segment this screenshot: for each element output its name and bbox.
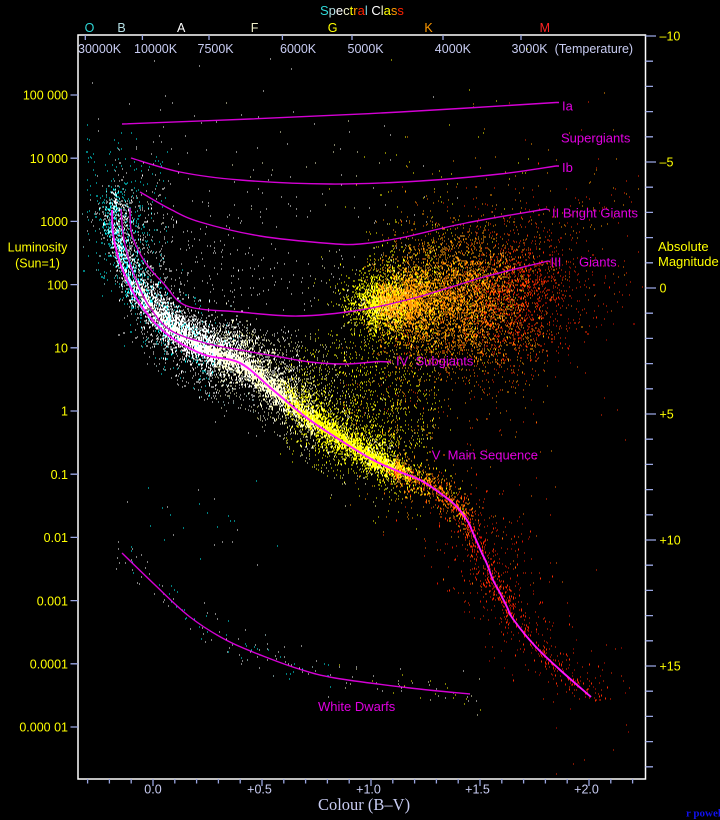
svg-text:III: III <box>551 255 562 270</box>
svg-text:+10: +10 <box>660 534 681 548</box>
svg-text:10: 10 <box>54 342 68 356</box>
svg-text:Spectral Class: Spectral Class <box>320 3 404 18</box>
svg-text:5000K: 5000K <box>348 42 385 56</box>
svg-text:–5: –5 <box>660 156 674 170</box>
svg-text:0.01: 0.01 <box>44 531 68 545</box>
svg-text:6000K: 6000K <box>280 42 317 56</box>
svg-text:Luminosity: Luminosity <box>8 241 68 255</box>
svg-text:Supergiants: Supergiants <box>561 131 631 146</box>
svg-text:10 000: 10 000 <box>30 152 68 166</box>
svg-text:Magnitude: Magnitude <box>658 254 719 269</box>
svg-text:G: G <box>328 21 338 35</box>
svg-text:r powell: r powell <box>686 808 720 820</box>
svg-text:B: B <box>117 21 125 35</box>
svg-text:+15: +15 <box>660 660 681 674</box>
svg-text:1: 1 <box>61 405 68 419</box>
svg-text:0.001: 0.001 <box>37 594 68 608</box>
svg-text:V Main Sequence: V Main Sequence <box>432 448 538 463</box>
svg-text:+1.5: +1.5 <box>465 783 490 797</box>
svg-text:+2.0: +2.0 <box>574 783 599 797</box>
svg-text:Giants: Giants <box>579 255 617 270</box>
svg-text:100 000: 100 000 <box>23 89 68 103</box>
svg-text:3000K: 3000K <box>512 42 549 56</box>
svg-text:(Temperature): (Temperature) <box>555 42 634 56</box>
svg-text:IV Subgiants: IV Subgiants <box>396 354 474 369</box>
svg-text:A: A <box>177 21 186 35</box>
svg-text:+0.5: +0.5 <box>247 783 272 797</box>
svg-text:F: F <box>251 21 259 35</box>
svg-text:+5: +5 <box>660 408 674 422</box>
svg-text:0.0001: 0.0001 <box>30 658 68 672</box>
svg-text:0.000 01: 0.000 01 <box>19 721 68 735</box>
svg-text:O: O <box>85 21 95 35</box>
svg-text:7500K: 7500K <box>198 42 235 56</box>
svg-text:30000K: 30000K <box>78 42 122 56</box>
svg-text:10000K: 10000K <box>134 42 178 56</box>
svg-text:Ia: Ia <box>562 99 574 114</box>
svg-text:White Dwarfs: White Dwarfs <box>318 699 396 714</box>
svg-text:Colour (B–V): Colour (B–V) <box>318 795 410 814</box>
svg-text:0.1: 0.1 <box>51 468 68 482</box>
svg-text:(Sun=1): (Sun=1) <box>15 257 60 271</box>
svg-text:–10: –10 <box>660 30 681 44</box>
svg-text:II Bright Giants: II Bright Giants <box>552 206 638 221</box>
svg-text:0: 0 <box>660 282 667 296</box>
svg-text:M: M <box>540 21 550 35</box>
svg-text:K: K <box>424 21 433 35</box>
svg-text:+1.0: +1.0 <box>356 783 381 797</box>
svg-text:100: 100 <box>47 278 68 292</box>
svg-text:4000K: 4000K <box>435 42 472 56</box>
svg-text:0.0: 0.0 <box>144 783 161 797</box>
svg-text:Ib: Ib <box>562 160 573 175</box>
svg-text:Absolute: Absolute <box>658 239 709 254</box>
svg-text:1000: 1000 <box>40 215 68 229</box>
